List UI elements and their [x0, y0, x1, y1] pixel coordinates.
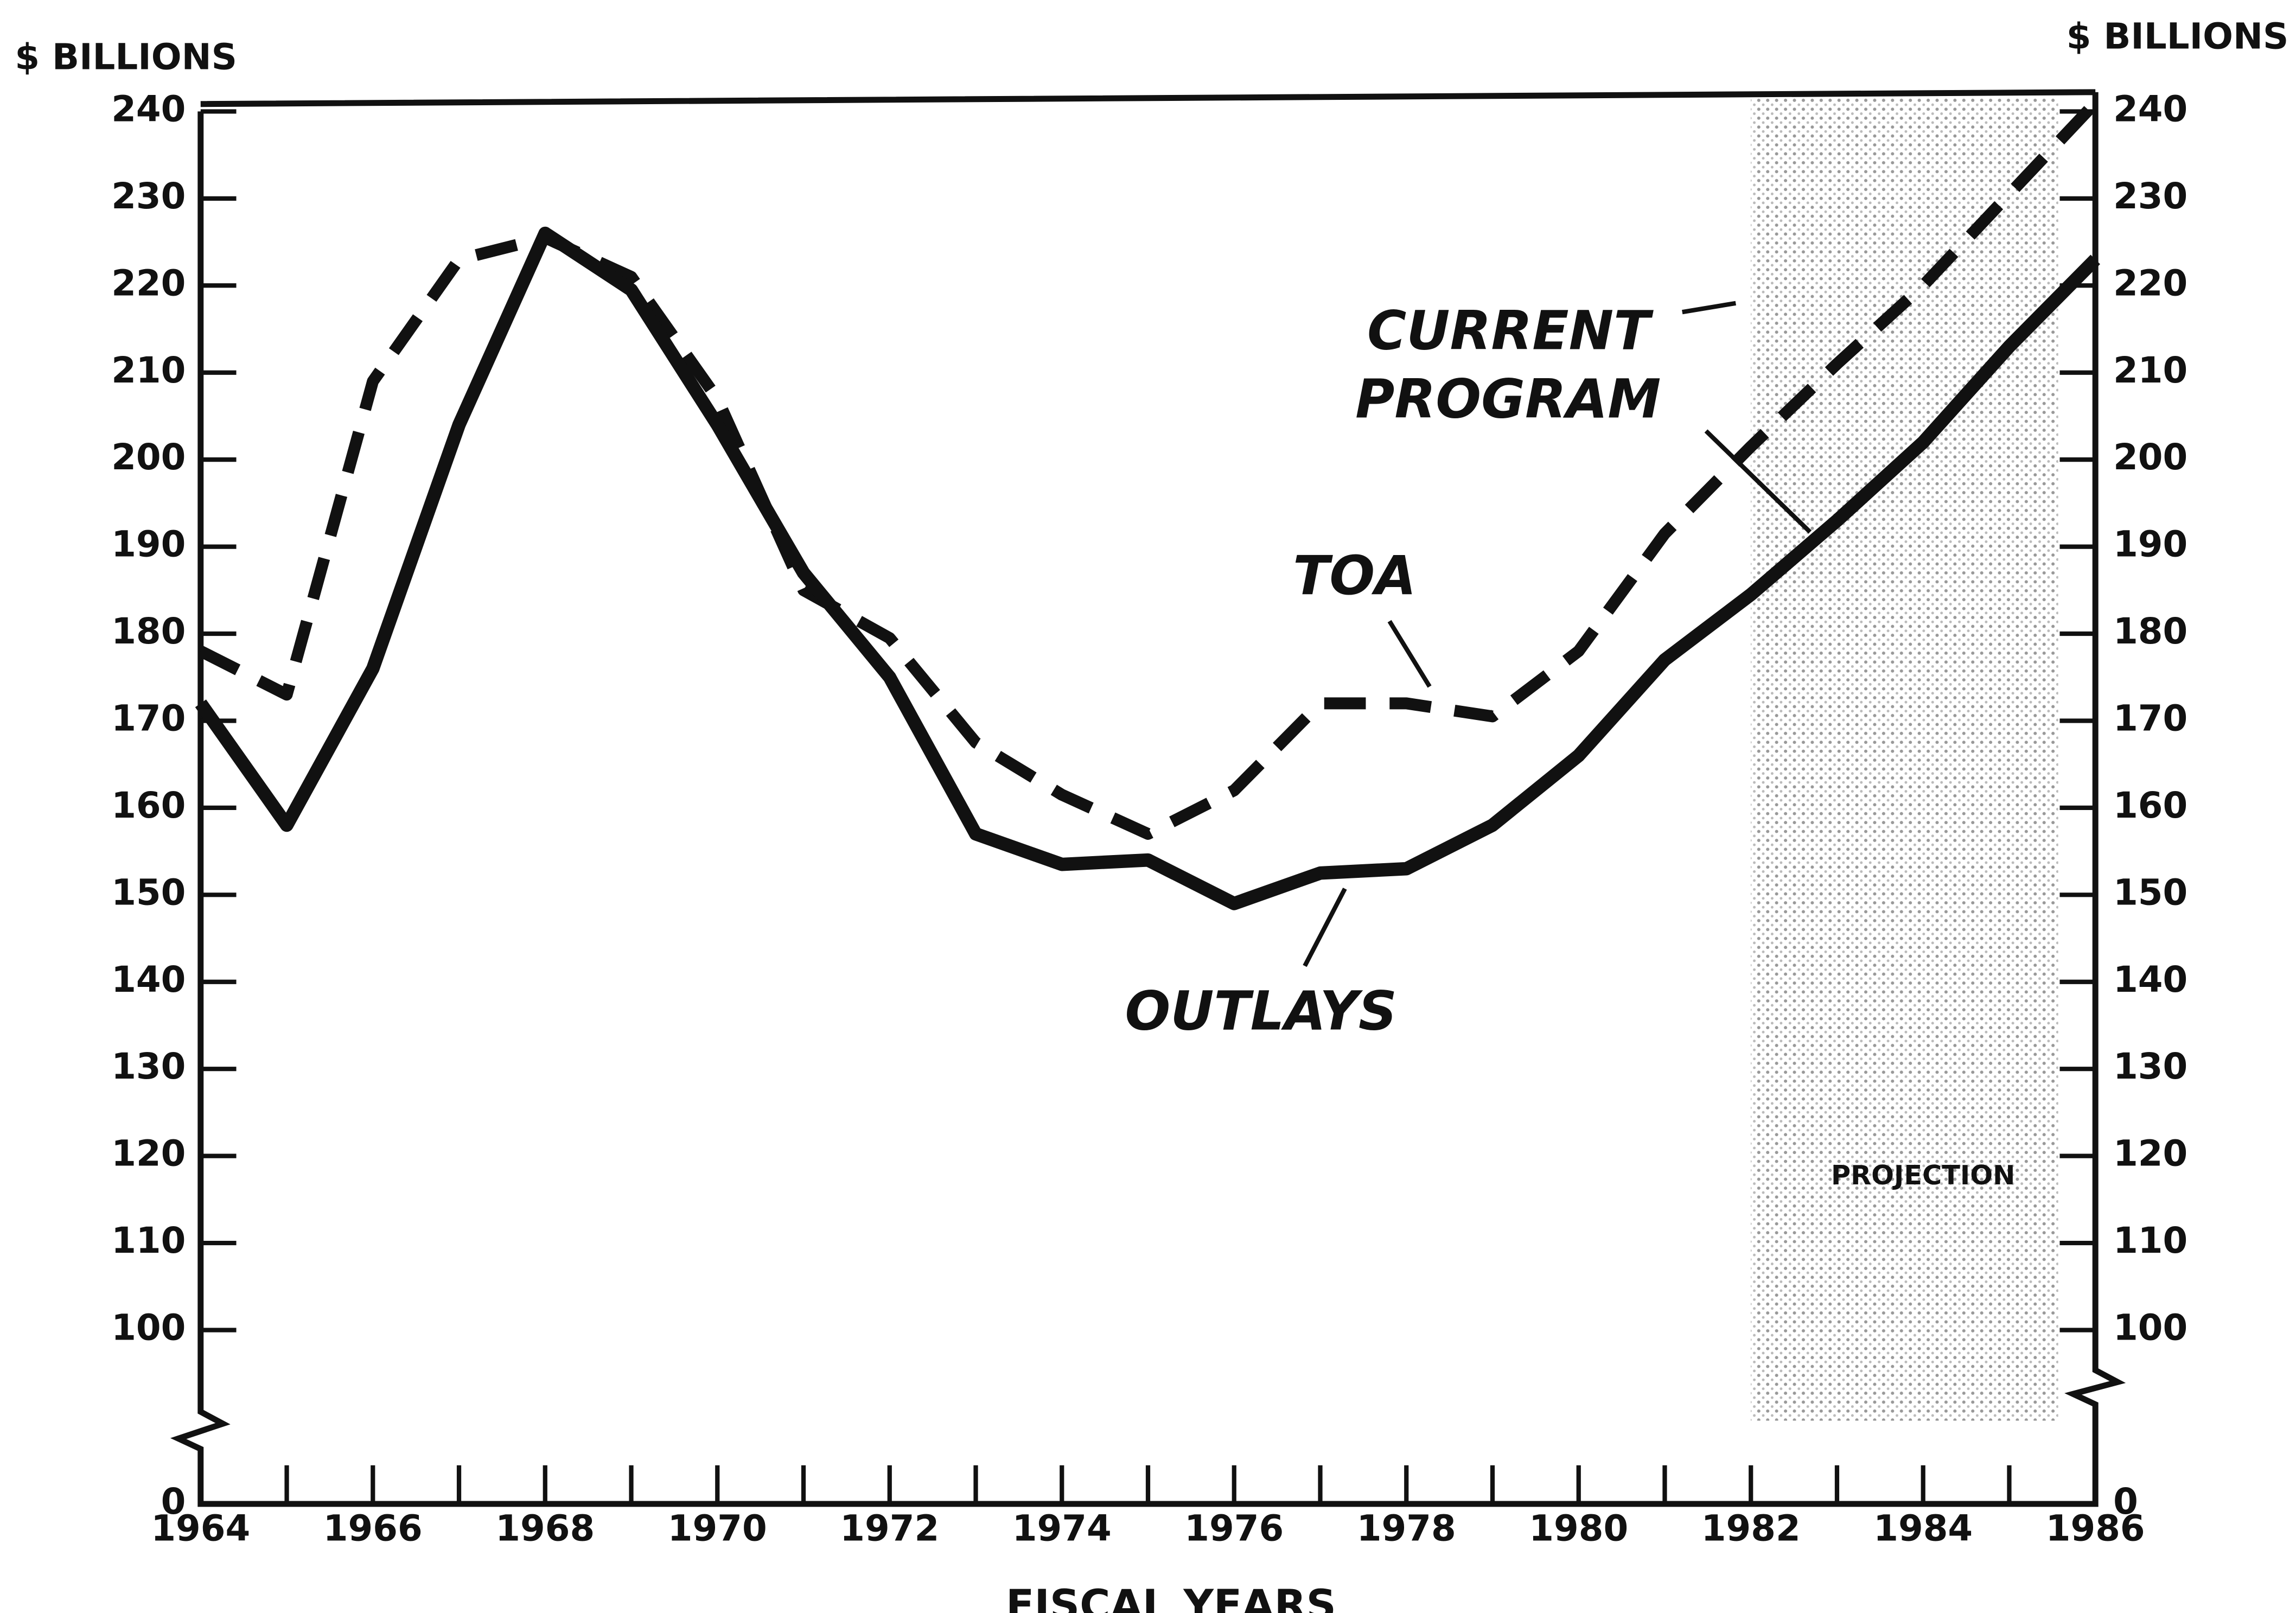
y2-tick-label: 140	[2113, 959, 2187, 1000]
x-tick-label: 1964	[151, 1507, 250, 1549]
series-label: TOA	[1293, 545, 1416, 607]
y2-tick-label: 160	[2113, 785, 2187, 826]
x-tick-label: 1986	[2046, 1507, 2145, 1549]
projection-area	[1751, 98, 2058, 1421]
y2-tick-label: 130	[2113, 1045, 2187, 1087]
y2-tick-label: 120	[2113, 1133, 2187, 1175]
y-tick-label: 160	[111, 785, 186, 826]
y2-tick-label: 210	[2113, 349, 2187, 391]
x-tick-label: 1970	[668, 1507, 767, 1549]
y-tick-label: 210	[111, 349, 186, 391]
x-tick-label: 1976	[1184, 1507, 1284, 1549]
y2-tick-label: 190	[2113, 524, 2187, 565]
y2-tick-label: 110	[2113, 1220, 2187, 1261]
y2-tick-label: 200	[2113, 436, 2187, 478]
x-tick-label: 1968	[495, 1507, 595, 1549]
y-tick-label: 230	[111, 175, 186, 217]
x-tick-label: 1966	[323, 1507, 423, 1549]
y-tick-label: 150	[111, 871, 186, 913]
y-tick-label: 110	[111, 1220, 186, 1261]
x-tick-label: 1978	[1357, 1507, 1456, 1549]
annotation: CURRENT PROGRAM	[1355, 299, 1661, 430]
y-tick-label: 170	[111, 698, 186, 739]
y-tick-label: 0	[161, 1481, 186, 1522]
series-line	[195, 226, 2100, 910]
series-line	[197, 98, 2100, 840]
y-tick-label: 180	[111, 610, 186, 652]
y2-tick-label: 180	[2113, 610, 2187, 652]
x-tick-label: 1982	[1701, 1507, 1801, 1549]
y-tick-label: 220	[111, 262, 186, 304]
x-tick-label: 1984	[1873, 1507, 1973, 1549]
x-tick-label: 1980	[1529, 1507, 1628, 1549]
y-tick-label: 140	[111, 959, 186, 1000]
x-axis-label: FISCAL YEARS	[1006, 1582, 1336, 1613]
y-tick-label: 240	[111, 88, 186, 130]
y2-tick-label: 150	[2113, 871, 2187, 913]
y2-tick-label: 230	[2113, 175, 2187, 217]
y-tick-label: 120	[111, 1133, 186, 1175]
y2-tick-label: 240	[2113, 88, 2187, 130]
projection-label: PROJECTION	[1831, 1159, 2015, 1191]
y-tick-label: 200	[111, 436, 186, 478]
y2-tick-label: 220	[2113, 262, 2187, 304]
x-tick-label: 1974	[1012, 1507, 1112, 1549]
y-tick-label: 130	[111, 1045, 186, 1087]
y2-tick-label: 170	[2113, 698, 2187, 739]
leader-lines	[1303, 301, 1812, 967]
x-tick-label: 1972	[840, 1507, 939, 1549]
y-tick-label: 100	[111, 1307, 186, 1349]
y2-axis-label: $ BILLIONS	[2067, 15, 2289, 57]
y2-tick-label: 0	[2113, 1481, 2138, 1522]
y-tick-label: 190	[111, 524, 186, 565]
series-label: OUTLAYS	[1125, 980, 1397, 1043]
y-axis-label: $ BILLIONS	[15, 36, 237, 78]
y2-tick-label: 100	[2113, 1307, 2187, 1349]
